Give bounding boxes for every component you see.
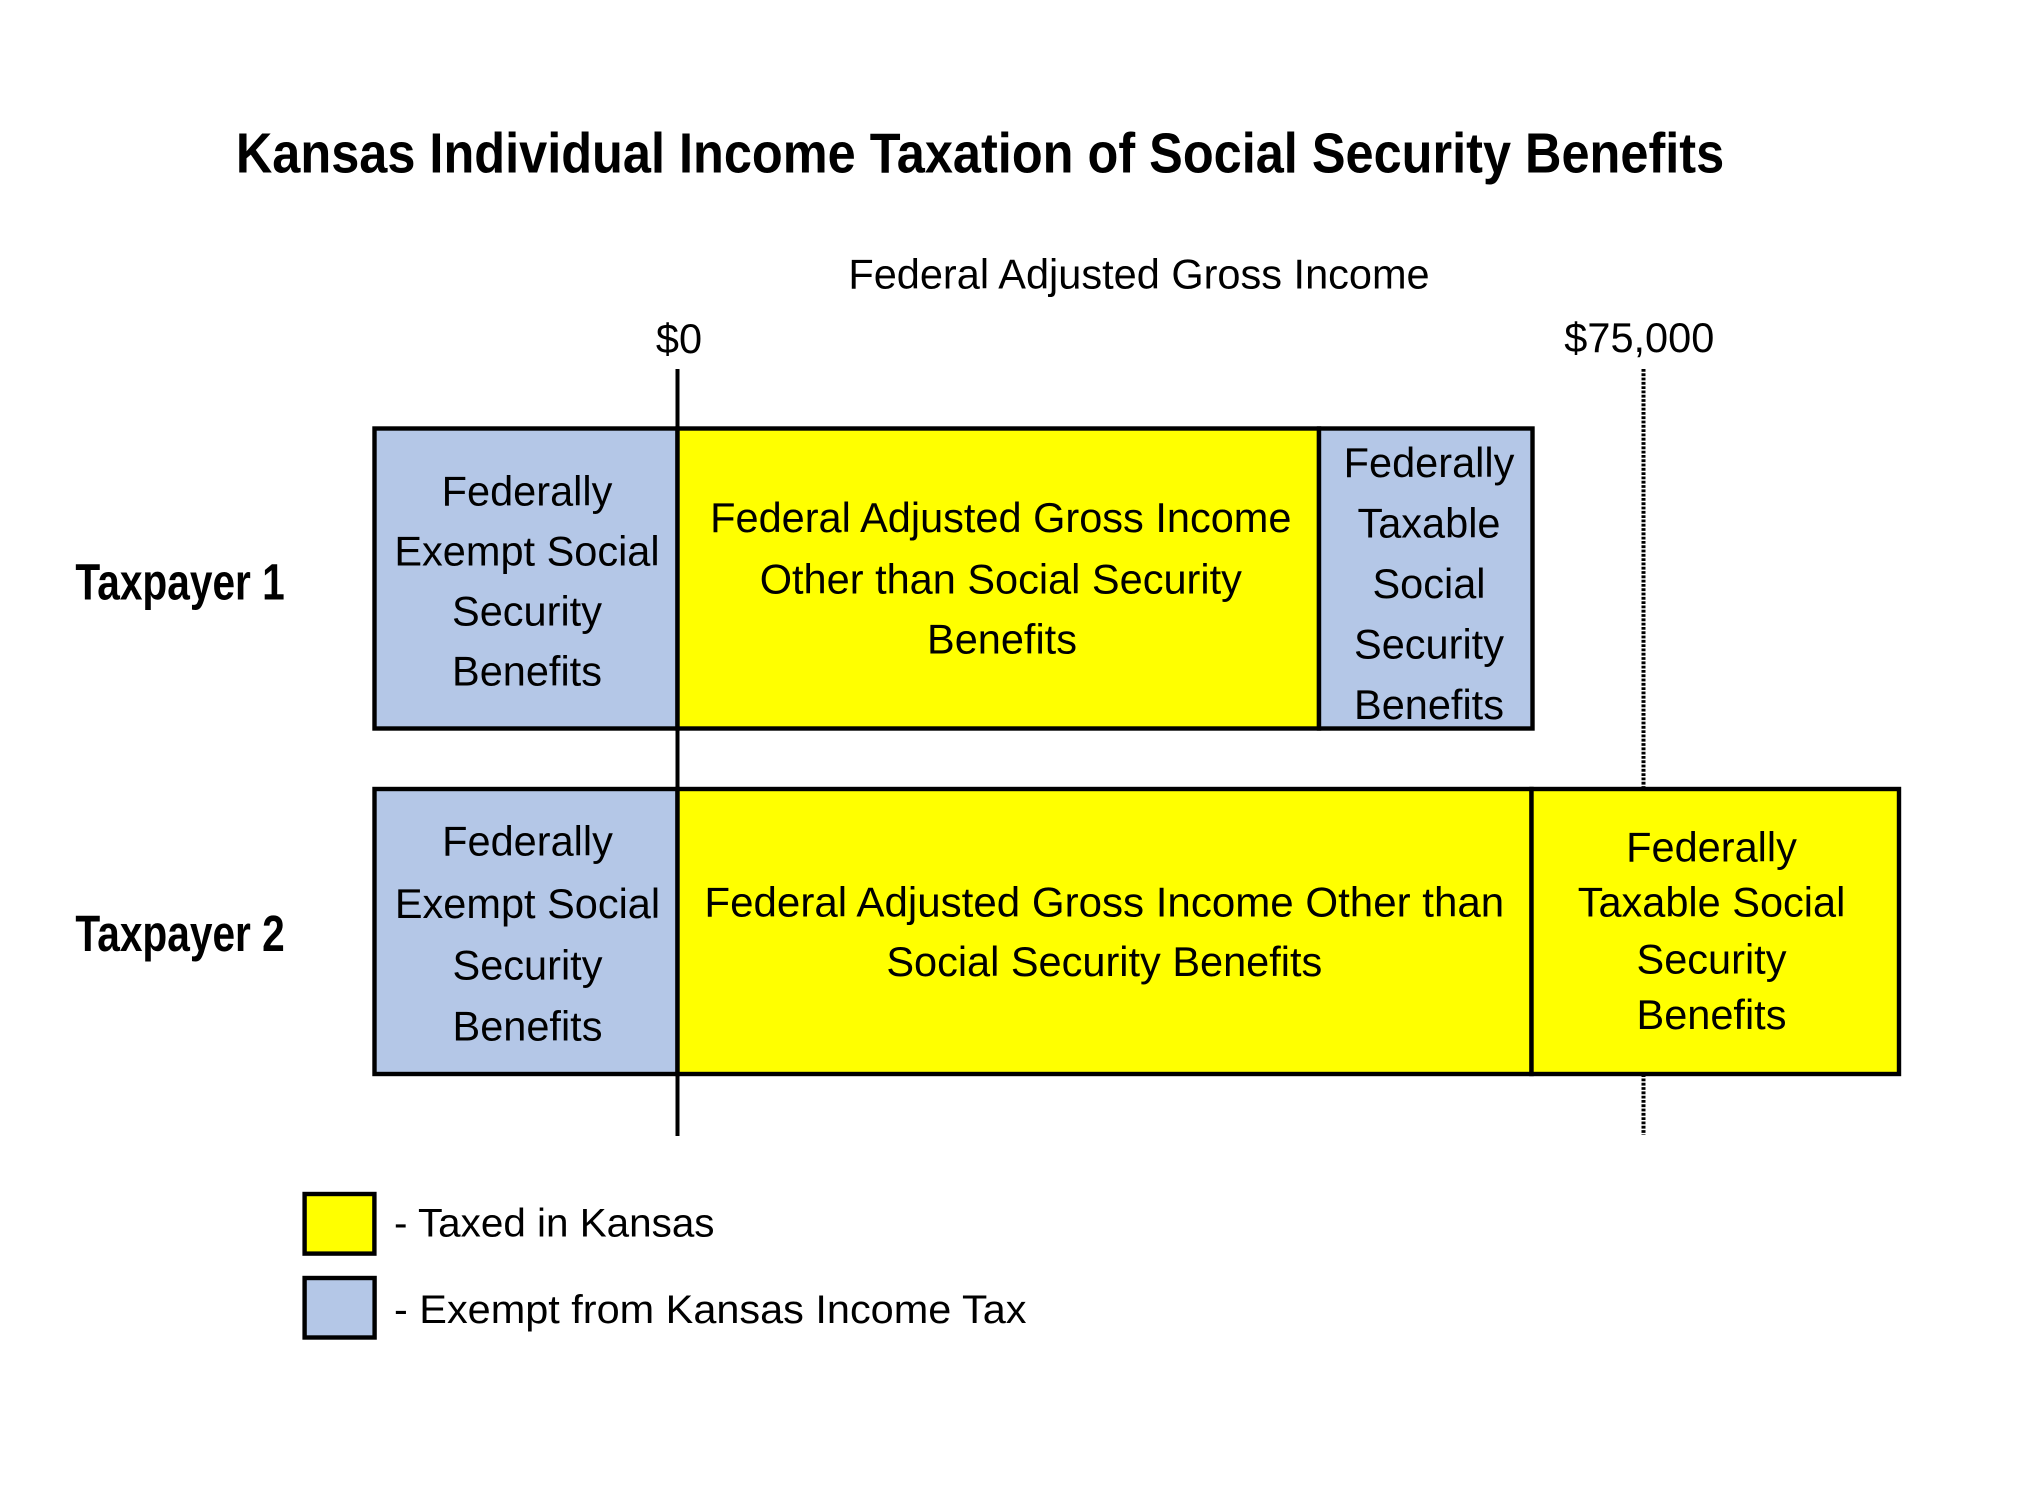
svg-text:Federal Adjusted Gross Income: Federal Adjusted Gross Income [848, 251, 1429, 298]
svg-text:Exempt Social: Exempt Social [395, 880, 660, 927]
svg-text:Security: Security [453, 942, 603, 989]
svg-text:Federally: Federally [1626, 823, 1797, 870]
svg-text:Taxpayer 2: Taxpayer 2 [75, 905, 284, 963]
svg-text:Benefits: Benefits [1637, 991, 1787, 1038]
svg-text:Security: Security [1354, 620, 1504, 667]
svg-text:- Exempt from Kansas Income Ta: - Exempt from Kansas Income Tax [394, 1287, 1027, 1332]
svg-text:Social: Social [1372, 560, 1485, 607]
svg-text:Exempt Social: Exempt Social [394, 527, 659, 574]
svg-text:Security: Security [1637, 935, 1787, 982]
svg-text:$0: $0 [656, 315, 702, 362]
svg-text:Federally: Federally [442, 467, 613, 514]
svg-text:Kansas Individual Income Taxat: Kansas Individual Income Taxation of Soc… [236, 122, 1724, 186]
svg-text:Taxable Social: Taxable Social [1578, 878, 1846, 925]
svg-text:Federal Adjusted Gross Income: Federal Adjusted Gross Income [710, 494, 1291, 541]
svg-text:$75,000: $75,000 [1564, 314, 1714, 361]
svg-text:Benefits: Benefits [452, 648, 602, 695]
svg-text:Benefits: Benefits [927, 615, 1077, 662]
svg-text:Other than Social Security: Other than Social Security [760, 555, 1242, 602]
svg-text:- Taxed in Kansas: - Taxed in Kansas [394, 1201, 715, 1246]
svg-text:Benefits: Benefits [453, 1003, 603, 1050]
svg-text:Benefits: Benefits [1354, 681, 1504, 728]
svg-text:Federally: Federally [442, 818, 613, 865]
svg-text:Taxpayer 1: Taxpayer 1 [75, 553, 284, 611]
svg-text:Federally: Federally [1344, 439, 1515, 486]
svg-text:Security: Security [452, 587, 602, 634]
svg-text:Social Security Benefits: Social Security Benefits [886, 938, 1322, 985]
svg-text:Taxable: Taxable [1357, 499, 1500, 546]
svg-text:Federal Adjusted Gross Income: Federal Adjusted Gross Income Other than [704, 879, 1504, 926]
